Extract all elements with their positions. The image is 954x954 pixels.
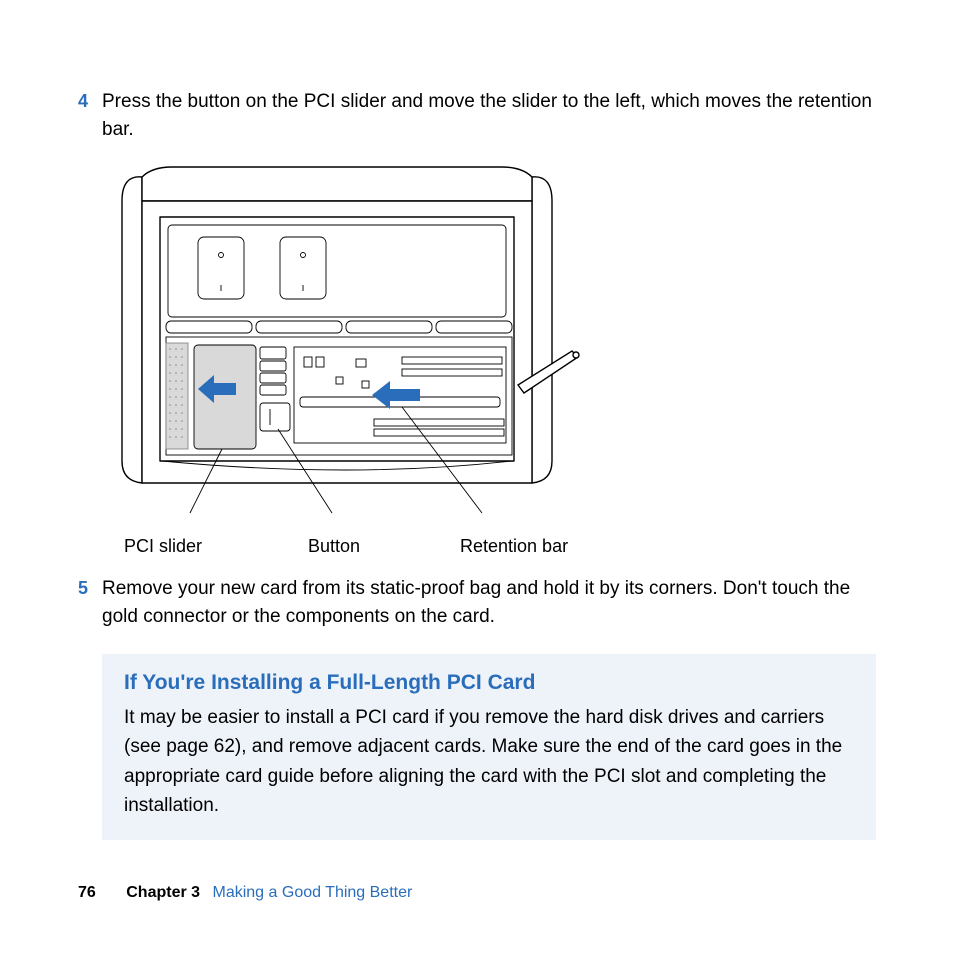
chapter-label: Chapter 3 xyxy=(126,884,200,901)
label-retention-bar: Retention bar xyxy=(460,533,568,559)
callout-box: If You're Installing a Full-Length PCI C… xyxy=(102,654,876,840)
figure-pci-slider: PCI slider Button Retention bar xyxy=(102,161,876,559)
figure-labels: PCI slider Button Retention bar xyxy=(124,533,876,559)
diagram-svg xyxy=(102,161,602,531)
step-5-number: 5 xyxy=(78,575,102,630)
step-4-text: Press the button on the PCI slider and m… xyxy=(102,88,876,143)
step-5-text: Remove your new card from its static-pro… xyxy=(102,575,876,630)
page-footer: 76 Chapter 3 Making a Good Thing Better xyxy=(78,881,412,904)
page-number: 76 xyxy=(78,884,96,901)
step-4-number: 4 xyxy=(78,88,102,143)
callout-title: If You're Installing a Full-Length PCI C… xyxy=(124,668,854,698)
label-button: Button xyxy=(308,533,460,559)
callout-body: It may be easier to install a PCI card i… xyxy=(124,703,854,821)
step-5: 5 Remove your new card from its static-p… xyxy=(78,575,876,630)
label-pci-slider: PCI slider xyxy=(124,533,308,559)
chapter-title: Making a Good Thing Better xyxy=(213,884,413,901)
step-4: 4 Press the button on the PCI slider and… xyxy=(78,88,876,143)
